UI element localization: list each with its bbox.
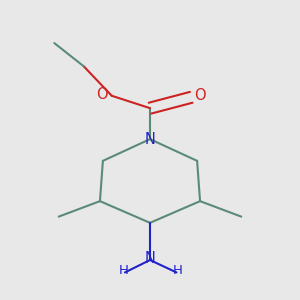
Text: O: O xyxy=(194,88,206,103)
Text: O: O xyxy=(97,87,108,102)
Text: N: N xyxy=(145,132,155,147)
Text: H: H xyxy=(118,264,128,278)
Text: N: N xyxy=(145,251,155,266)
Text: H: H xyxy=(173,264,183,278)
